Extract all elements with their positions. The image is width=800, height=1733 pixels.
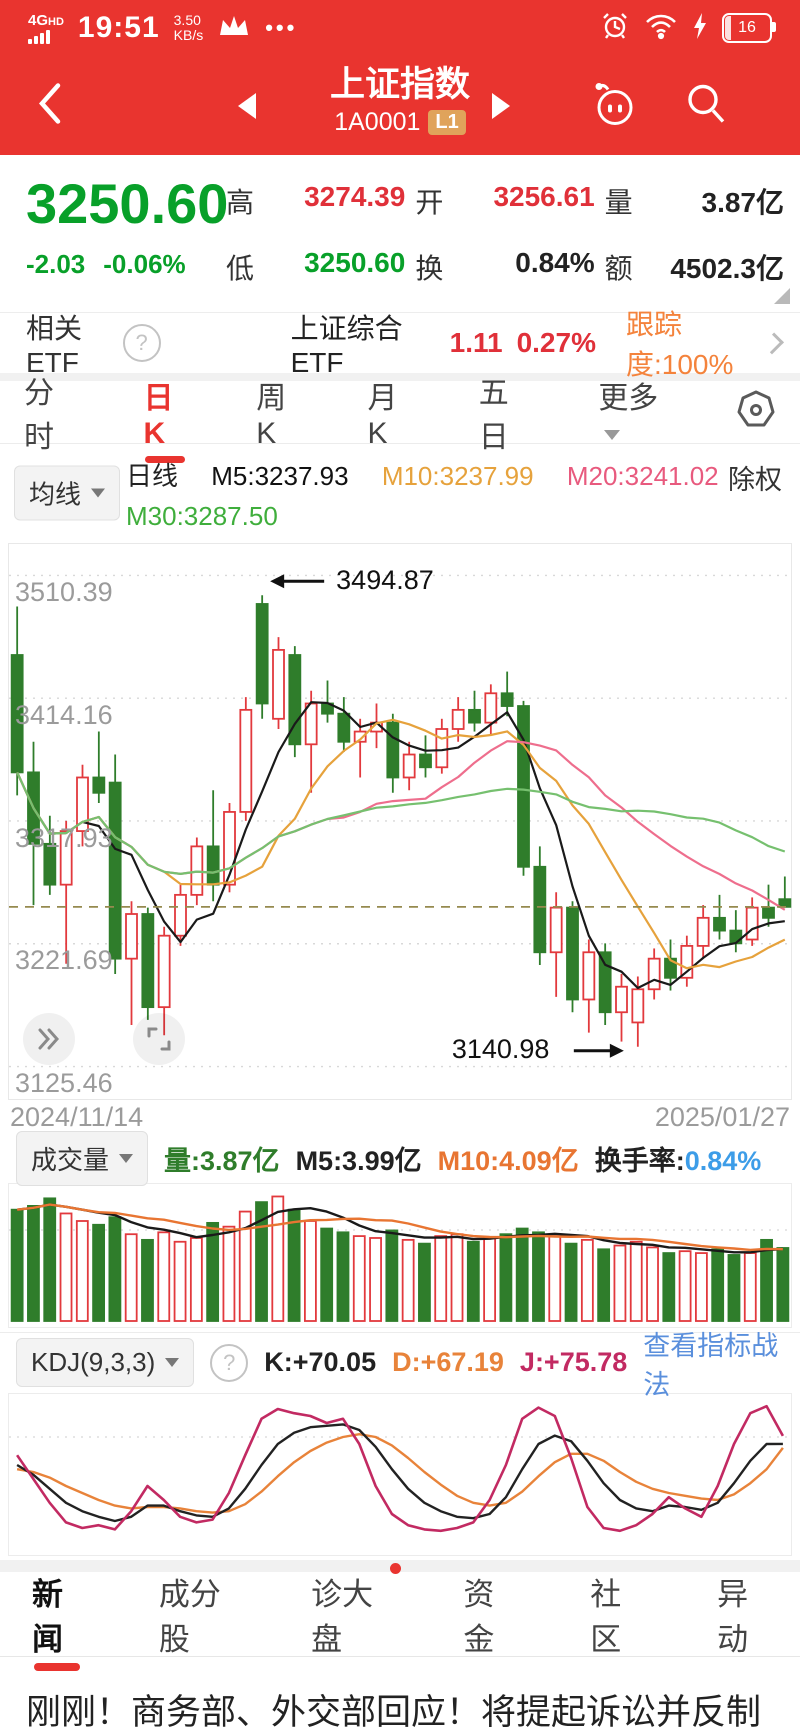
stat-label: 高 bbox=[226, 187, 255, 218]
battery-indicator: 16 bbox=[722, 13, 776, 43]
bottom-tabs: 新闻 成分股 诊大盘 资金 社区 异动 bbox=[0, 1562, 800, 1657]
stat-value: 0.84% bbox=[515, 247, 595, 278]
quote-section: 3250.60 -2.03 -0.06% 高 3274.39 开 3256.61 量 3… bbox=[0, 155, 800, 312]
stat-value: 3256.61 bbox=[493, 181, 595, 212]
kdj-section: KDJ(9,3,3) ? K:+70.05 D:+67.19 J:+75.78 … bbox=[0, 1331, 800, 1556]
search-icon[interactable] bbox=[682, 79, 730, 132]
kline-canvas[interactable] bbox=[9, 544, 793, 1099]
tab-more[interactable]: 更多 bbox=[596, 363, 668, 461]
legend-period: 日线 bbox=[126, 461, 179, 491]
assistant-robot-icon[interactable] bbox=[588, 77, 640, 134]
section-divider bbox=[0, 373, 800, 381]
next-stock-arrow[interactable] bbox=[492, 92, 510, 119]
kdj-chart[interactable] bbox=[8, 1392, 792, 1556]
etf-name: 上证综合ETF bbox=[290, 313, 403, 378]
stat-value: 3.87亿 bbox=[701, 187, 785, 218]
stat-value: 3250.60 bbox=[304, 247, 406, 278]
prev-stock-arrow[interactable] bbox=[238, 92, 256, 119]
legend-ma30: M30:3287.50 bbox=[126, 501, 278, 532]
stat-label: 量 bbox=[604, 187, 633, 218]
stat-value: 4502.3亿 bbox=[670, 253, 784, 284]
tab-constituents[interactable]: 成分股 bbox=[158, 1576, 221, 1657]
tab-community[interactable]: 社区 bbox=[590, 1576, 622, 1657]
question-icon[interactable]: ? bbox=[210, 1343, 249, 1382]
page-title: 上证指数 bbox=[329, 65, 471, 104]
notification-dot bbox=[390, 1562, 402, 1574]
turnover: 换手率:0.84% bbox=[594, 1146, 762, 1177]
legend-ma20: M20:3241.02 bbox=[566, 461, 719, 491]
more-dots-icon: ••• bbox=[265, 15, 298, 40]
collapse-panel-button[interactable] bbox=[23, 1012, 75, 1065]
indicator-strategy-link[interactable]: 查看指标战法 bbox=[643, 1330, 779, 1400]
date-axis: 2024/11/14 2025/01/27 bbox=[10, 1100, 790, 1135]
back-button[interactable] bbox=[34, 79, 64, 132]
tab-market-diagnosis[interactable]: 诊大盘 bbox=[309, 1555, 402, 1673]
stock-code: 1A0001 bbox=[334, 108, 421, 136]
kdj-d-value: D:+67.19 bbox=[392, 1347, 504, 1378]
ex-rights-toggle[interactable]: 除权 bbox=[728, 465, 782, 495]
wifi-icon bbox=[644, 12, 678, 45]
volume-ma10: M10:4.09亿 bbox=[437, 1146, 579, 1177]
alarm-clock-icon bbox=[600, 11, 630, 46]
level1-badge: L1 bbox=[428, 110, 466, 135]
last-price: 3250.60 bbox=[26, 172, 229, 235]
stat-label: 低 bbox=[226, 253, 255, 284]
cell-signal-icon: 4GHD bbox=[28, 13, 64, 44]
kline-chart[interactable]: 3510.39 3414.16 3317.93 3221.69 3125.46 … bbox=[8, 542, 793, 1100]
tab-news[interactable]: 新闻 bbox=[30, 1555, 85, 1673]
volume-value: 量:3.87亿 bbox=[164, 1146, 280, 1177]
charging-bolt-icon bbox=[692, 12, 708, 45]
period-tabs: 分时 日K 周K 月K 五日 更多 bbox=[0, 377, 800, 454]
tab-movements[interactable]: 异动 bbox=[717, 1576, 749, 1657]
tab-minute[interactable]: 分时 bbox=[24, 377, 54, 454]
date-end: 2025/01/27 bbox=[654, 1101, 790, 1132]
volume-dropdown-button[interactable]: 成交量 bbox=[16, 1131, 149, 1187]
chevron-down-icon bbox=[91, 488, 106, 498]
legend-ma5: M5:3237.93 bbox=[211, 461, 349, 491]
network-speed: 3.50 KB/s bbox=[173, 11, 204, 43]
volume-chart[interactable] bbox=[8, 1182, 792, 1328]
stat-label: 开 bbox=[415, 187, 444, 218]
stat-label: 额 bbox=[604, 253, 633, 284]
volume-header: 成交量 量:3.87亿 M5:3.99亿 M10:4.09亿 换手率:0.84% bbox=[0, 1131, 800, 1187]
chevron-down-icon bbox=[604, 430, 621, 441]
question-icon[interactable]: ? bbox=[122, 324, 161, 362]
chevron-right-icon bbox=[761, 331, 784, 355]
app-header: 上证指数 1A0001 L1 bbox=[0, 56, 800, 155]
tab-daily-k[interactable]: 日K bbox=[142, 363, 189, 461]
ma-legend: 均线 日线 M5:3237.93 M10:3237.99 M20:3241.02… bbox=[0, 444, 800, 543]
kdj-dropdown-button[interactable]: KDJ(9,3,3) bbox=[16, 1338, 195, 1388]
etf-label: 相关ETF bbox=[26, 313, 83, 378]
settings-gear-icon[interactable] bbox=[734, 388, 778, 437]
stat-value: 3274.39 bbox=[304, 181, 406, 212]
stat-label: 换 bbox=[415, 253, 444, 284]
fullscreen-button[interactable] bbox=[133, 1012, 185, 1065]
volume-ma5: M5:3.99亿 bbox=[295, 1146, 422, 1177]
kdj-header: KDJ(9,3,3) ? K:+70.05 D:+67.19 J:+75.78 … bbox=[0, 1331, 800, 1400]
tab-monthly-k[interactable]: 月K bbox=[367, 382, 398, 450]
tab-five-day[interactable]: 五日 bbox=[478, 377, 509, 454]
vip-crown-icon bbox=[217, 13, 251, 44]
expand-corner-icon[interactable] bbox=[774, 288, 790, 304]
price-change: -2.03 -0.06% bbox=[26, 248, 186, 279]
status-bar: 4GHD 19:51 3.50 KB/s ••• bbox=[0, 0, 800, 56]
legend-ma10: M10:3237.99 bbox=[381, 461, 534, 491]
related-etf-row[interactable]: 相关ETF ? 上证综合ETF 1.11 0.27% 跟踪度:100% bbox=[0, 309, 800, 380]
etf-quote: 1.11 0.27% bbox=[449, 327, 596, 358]
tab-weekly-k[interactable]: 周K bbox=[256, 382, 287, 450]
quote-stats: 高 3274.39 开 3256.61 量 3.87亿 低 3250.60 换 0.84%… bbox=[226, 173, 784, 312]
chevron-down-icon bbox=[119, 1154, 134, 1164]
kdj-k-value: K:+70.05 bbox=[264, 1347, 377, 1378]
clock-time: 19:51 bbox=[77, 11, 160, 44]
etf-tracking: 跟踪度:100% bbox=[625, 309, 734, 380]
date-start: 2024/11/14 bbox=[10, 1101, 144, 1132]
kdj-j-value: J:+75.78 bbox=[519, 1347, 628, 1378]
news-headline[interactable]: 刚刚！商务部、外交部回应！将提起诉讼并反制 bbox=[26, 1692, 762, 1732]
chevron-down-icon bbox=[165, 1358, 180, 1368]
tab-funds[interactable]: 资金 bbox=[463, 1576, 495, 1657]
ma-dropdown-button[interactable]: 均线 bbox=[14, 465, 121, 521]
